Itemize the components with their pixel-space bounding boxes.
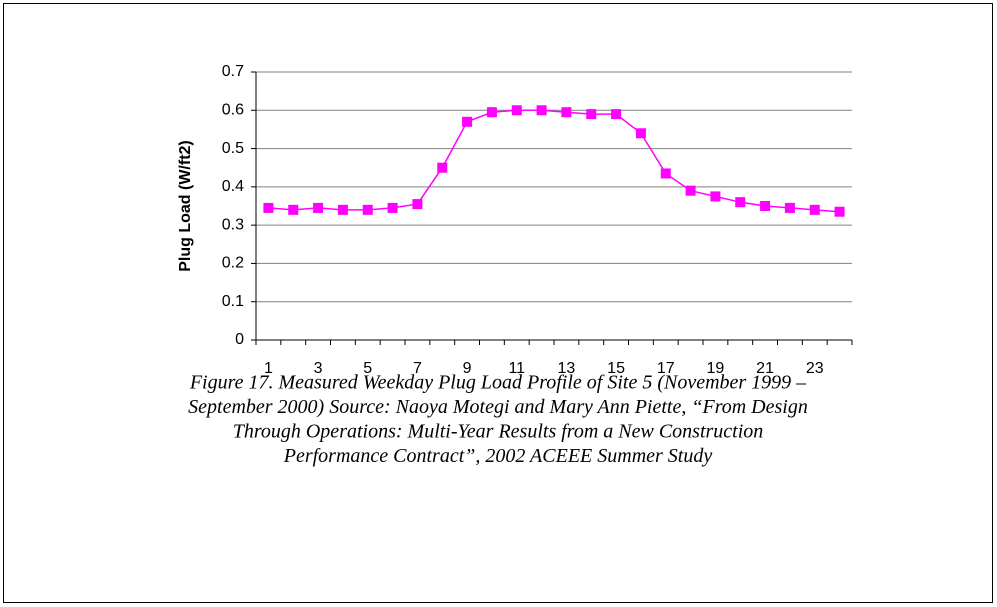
x-tick-label: 21 — [756, 360, 774, 377]
marker — [387, 202, 398, 213]
x-tick-label: 1 — [264, 360, 273, 377]
marker — [288, 204, 299, 215]
marker — [660, 168, 671, 179]
marker — [561, 107, 572, 118]
marker — [536, 105, 547, 116]
caption-line: Performance Contract”, 2002 ACEEE Summer… — [283, 445, 713, 467]
marker — [586, 109, 597, 120]
x-tick-label: 5 — [363, 360, 372, 377]
caption-line: Through Operations: Multi-Year Results f… — [233, 421, 764, 443]
series-line — [268, 109, 840, 213]
y-axis-label: Plug Load (W/ft2) — [177, 140, 194, 272]
marker — [735, 197, 746, 208]
y-tick-label: 0.1 — [222, 293, 244, 310]
x-tick-label: 23 — [806, 360, 824, 377]
marker — [412, 199, 423, 210]
x-tick-label: 7 — [413, 360, 422, 377]
x-tick-label: 3 — [314, 360, 323, 377]
frame — [3, 3, 993, 603]
marker — [784, 202, 795, 213]
marker — [437, 162, 448, 173]
marker — [760, 201, 771, 211]
marker — [362, 204, 373, 215]
marker — [313, 202, 324, 213]
caption-line: September 2000) Source: Naoya Motegi and… — [188, 396, 808, 418]
marker — [511, 105, 522, 116]
caption-line: Figure 17. Measured Weekday Plug Load Pr… — [189, 372, 807, 394]
x-tick-label: 9 — [463, 360, 472, 377]
marker — [486, 107, 497, 118]
y-tick-label: 0.5 — [222, 140, 244, 157]
x-tick-label: 13 — [558, 360, 576, 377]
y-tick-label: 0.3 — [222, 216, 244, 233]
marker — [809, 204, 820, 215]
x-tick-label: 19 — [707, 360, 725, 377]
y-tick-label: 0.6 — [222, 102, 244, 119]
marker — [337, 204, 348, 215]
marker — [263, 202, 274, 213]
y-tick-label: 0.2 — [222, 255, 244, 272]
y-tick-label: 0.4 — [222, 178, 244, 195]
x-tick-label: 15 — [607, 360, 625, 377]
x-tick-label: 11 — [508, 360, 525, 377]
marker — [611, 109, 622, 120]
y-tick-label: 0 — [235, 331, 244, 348]
marker — [462, 116, 473, 127]
y-tick-label: 0.7 — [222, 63, 244, 80]
marker — [710, 191, 721, 202]
marker — [834, 206, 845, 217]
x-tick-label: 17 — [657, 360, 675, 377]
marker — [635, 128, 646, 139]
marker — [685, 185, 696, 196]
